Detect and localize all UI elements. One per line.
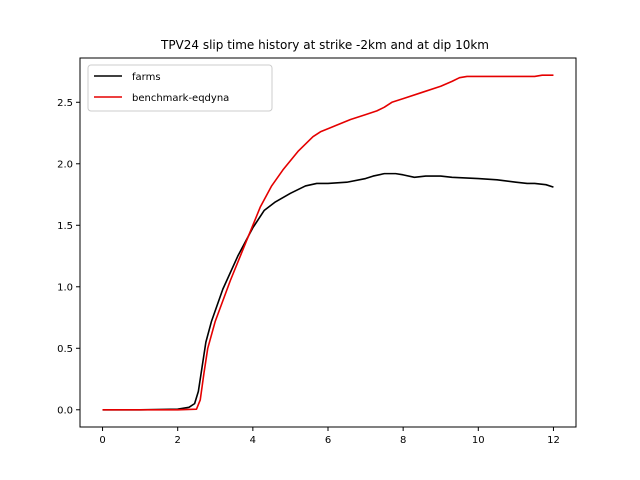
series-line-farms: [102, 172, 554, 411]
x-tick-label: 10: [472, 435, 485, 446]
y-tick-label: 1.0: [57, 282, 73, 293]
y-axis: 0.0 0.5 1.0 1.5 2.0 2.5: [57, 98, 80, 416]
x-tick-label: 8: [400, 435, 406, 446]
y-tick-label: 0.0: [57, 405, 73, 416]
legend-label: benchmark-eqdyna: [132, 93, 229, 104]
legend-box: [87, 64, 273, 112]
x-tick-label: 6: [325, 435, 331, 446]
x-tick-label: 0: [99, 435, 105, 446]
axes-frame: [79, 57, 577, 428]
series-line-benchmark-eqdyna: [102, 74, 554, 411]
legend-label: farms: [132, 72, 161, 83]
x-tick-label: 4: [250, 435, 256, 446]
chart-title: TPV24 slip time history at strike -2km a…: [160, 38, 489, 52]
plot-area: [79, 57, 577, 428]
x-axis: 0 2 4 6 8 10 12: [99, 427, 560, 446]
y-tick-label: 2.0: [57, 159, 73, 170]
y-tick-label: 1.5: [57, 221, 73, 232]
x-tick-label: 12: [547, 435, 560, 446]
y-tick-label: 0.5: [57, 344, 73, 355]
legend: farms benchmark-eqdyna: [87, 64, 273, 112]
x-tick-label: 2: [175, 435, 181, 446]
y-tick-label: 2.5: [57, 98, 73, 109]
